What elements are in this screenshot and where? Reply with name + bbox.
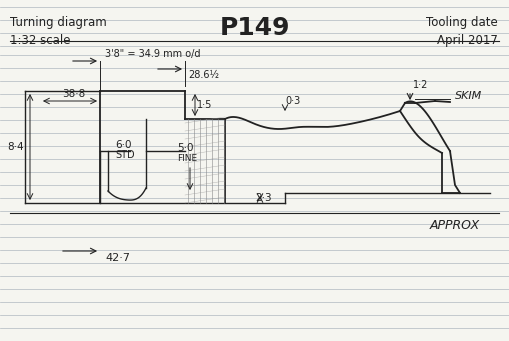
Text: 42·7: 42·7: [105, 253, 130, 263]
Text: 38·8: 38·8: [62, 89, 85, 99]
Text: Turning diagram
1:32 scale: Turning diagram 1:32 scale: [10, 16, 107, 47]
Text: 1·5: 1·5: [197, 100, 212, 110]
Text: 1·2: 1·2: [413, 80, 429, 90]
Text: P149: P149: [220, 16, 290, 40]
Text: 8·4: 8·4: [7, 142, 23, 152]
Text: FINE: FINE: [177, 154, 197, 163]
Text: APPROX: APPROX: [430, 219, 480, 232]
Text: STD: STD: [115, 150, 134, 160]
Text: SKIM: SKIM: [455, 91, 482, 101]
Text: 28.6½: 28.6½: [188, 70, 219, 80]
Text: 5·0: 5·0: [177, 143, 193, 153]
Text: Tooling date
April 2017: Tooling date April 2017: [426, 16, 498, 47]
Text: 2·3: 2·3: [255, 193, 272, 203]
Text: 3'8" = 34.9 mm o/d: 3'8" = 34.9 mm o/d: [105, 49, 201, 59]
Text: 6·0: 6·0: [115, 140, 131, 150]
Text: 0·3: 0·3: [285, 96, 300, 106]
